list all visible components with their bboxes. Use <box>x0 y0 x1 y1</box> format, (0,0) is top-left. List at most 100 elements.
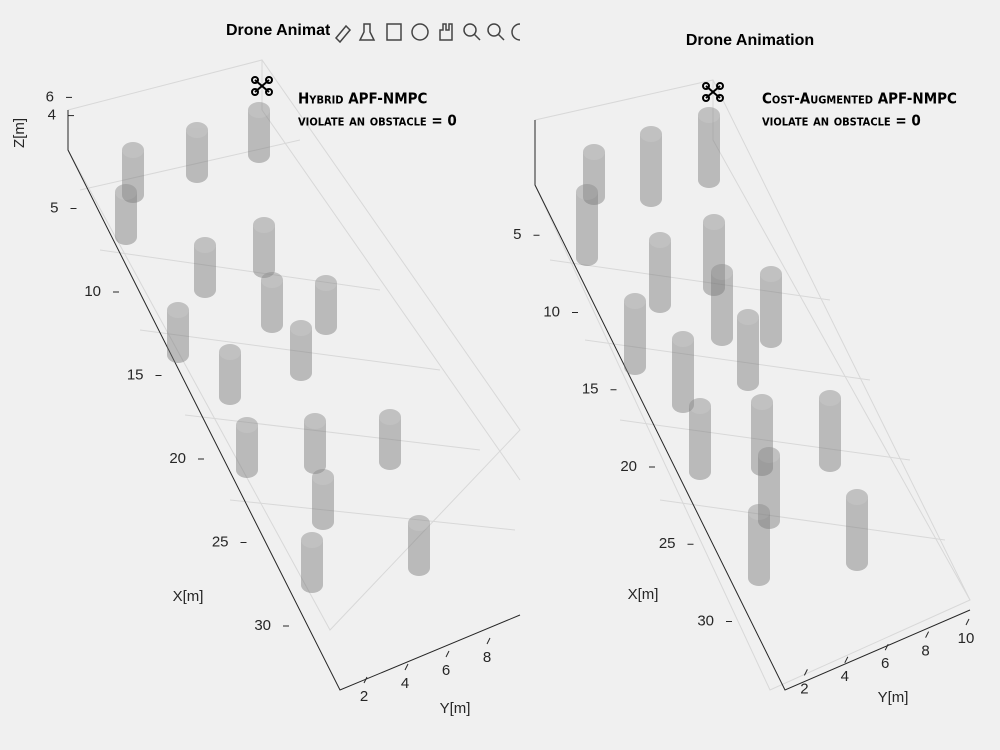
grid-line <box>584 339 871 381</box>
cylinder-body <box>760 274 782 340</box>
cylinder-body <box>379 417 401 462</box>
rotate-button[interactable] <box>411 23 429 41</box>
cylinder-top <box>115 184 137 200</box>
cylinder-bottom <box>248 147 270 163</box>
cylinder-top <box>583 144 605 160</box>
cylinder-top <box>290 320 312 336</box>
cylinder-bottom <box>751 460 773 476</box>
legend-button[interactable] <box>386 23 402 41</box>
cylinder-bottom <box>649 297 671 313</box>
axis-line <box>534 120 971 691</box>
cylinder-bottom <box>703 280 725 296</box>
cylinder <box>261 272 283 333</box>
cylinder-body <box>194 245 216 290</box>
x-tick-label: 20 <box>620 458 637 475</box>
y-axis-label: Y[m] <box>440 700 471 717</box>
axes-frames <box>67 59 971 691</box>
cylinder-body <box>689 406 711 472</box>
cylinder <box>236 417 258 478</box>
cylinder <box>760 266 782 348</box>
cylinder-bottom <box>290 365 312 381</box>
annotation: Cost-Augmented APF-NMPC <box>762 90 957 108</box>
zoom-in-button[interactable] <box>463 23 477 37</box>
cylinder <box>689 398 711 480</box>
cylinder-top <box>846 489 868 505</box>
grid-line <box>619 419 911 461</box>
cylinder-top <box>186 122 208 138</box>
cylinder-bottom <box>115 229 137 245</box>
grid-line <box>659 499 946 541</box>
cylinder-bottom <box>748 570 770 586</box>
cylinder-body <box>649 240 671 305</box>
cylinder <box>315 275 337 335</box>
annotation: violate an obstacle = 0 <box>298 112 457 130</box>
cylinder-top <box>236 417 258 433</box>
cylinder-body <box>167 310 189 355</box>
z-tick-label: 4 <box>48 107 56 124</box>
cylinder-bottom <box>219 389 241 405</box>
cylinder-bottom <box>698 172 720 188</box>
cylinder <box>711 264 733 346</box>
x-axis-label: X[m] <box>173 588 204 605</box>
x-tick-label: 5 <box>50 199 58 216</box>
cylinder-bottom <box>689 464 711 480</box>
cylinder-body <box>624 301 646 367</box>
cylinder-top <box>640 126 662 142</box>
cylinder-body <box>703 222 725 288</box>
datatip-button[interactable] <box>358 23 376 41</box>
drone-right <box>702 82 724 102</box>
cylinder-bottom <box>186 167 208 183</box>
y-tick-label: 10 <box>958 630 975 647</box>
annotation: violate an obstacle = 0 <box>762 112 921 130</box>
grid-line <box>139 329 441 371</box>
cylinder-body <box>312 477 334 522</box>
cylinder-top <box>711 264 733 280</box>
pan-button[interactable] <box>439 23 453 41</box>
x-tick-label: 20 <box>169 450 186 467</box>
cylinder-top <box>624 293 646 309</box>
cylinder-body <box>186 130 208 175</box>
cylinder-bottom <box>304 458 326 474</box>
cylinder-body <box>290 328 312 373</box>
cylinder-top <box>698 107 720 123</box>
cylinder-body <box>758 455 780 521</box>
grid-line <box>99 249 381 291</box>
home-button[interactable] <box>511 23 521 41</box>
cylinder-top <box>379 409 401 425</box>
cylinder-body <box>219 352 241 397</box>
y-tick-label: 8 <box>921 643 929 660</box>
cylinder-bottom <box>583 189 605 205</box>
cylinder-body <box>115 192 137 237</box>
cylinder-body <box>698 115 720 180</box>
cylinder-bottom <box>758 513 780 529</box>
cylinder-bottom <box>236 462 258 478</box>
cylinder-body <box>301 540 323 585</box>
cylinder <box>408 515 430 576</box>
x-tick-label: 10 <box>543 303 560 320</box>
cylinder-body <box>672 339 694 405</box>
drone-left <box>251 76 273 96</box>
brush-button[interactable] <box>334 24 352 44</box>
cylinder <box>301 532 323 593</box>
cylinder-body <box>819 398 841 464</box>
y-tick-label: 6 <box>881 655 889 672</box>
z-axis-label: Z[m] <box>11 118 28 148</box>
cylinder-bottom <box>301 577 323 593</box>
chart-title: Drone Animation <box>226 22 354 39</box>
cylinder-bottom <box>253 262 275 278</box>
cylinder <box>758 447 780 529</box>
obstacles <box>115 102 868 593</box>
cylinder-body <box>261 280 283 325</box>
z-tick-label: 6 <box>46 88 54 105</box>
cylinder-bottom <box>846 555 868 571</box>
cylinder-bottom <box>760 332 782 348</box>
cylinder-body <box>748 512 770 578</box>
x-tick-label: 15 <box>582 381 599 398</box>
y-axis-label: Y[m] <box>878 689 909 706</box>
zoom-out-button[interactable] <box>487 23 501 37</box>
cylinder <box>219 344 241 405</box>
cylinder-body <box>253 225 275 270</box>
y-tick-label: 8 <box>483 649 491 666</box>
y-tick-label: 4 <box>841 668 849 685</box>
